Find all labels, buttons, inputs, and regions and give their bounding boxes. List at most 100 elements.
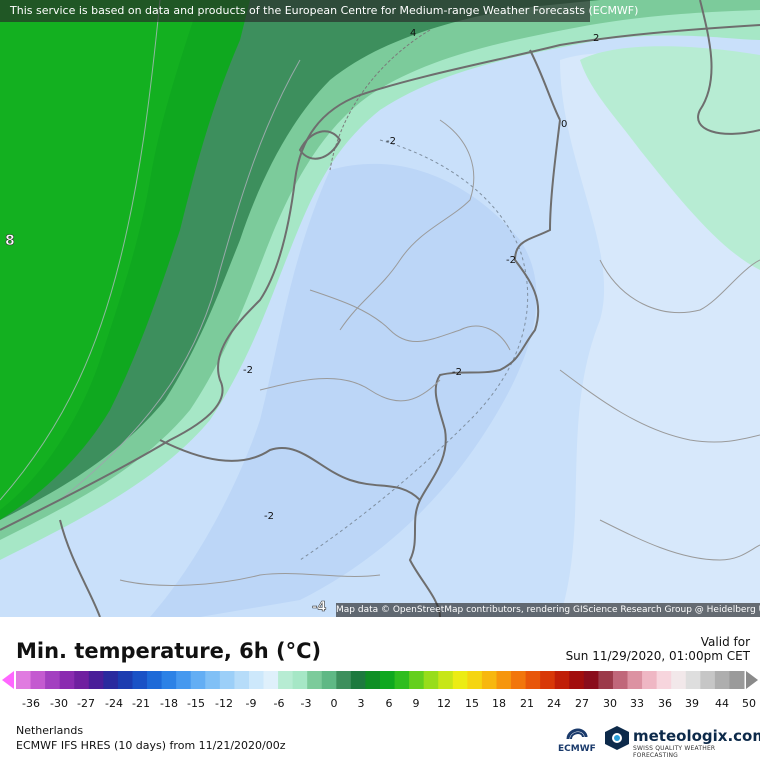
scale-segment [88, 671, 104, 689]
scale-segment [380, 671, 396, 689]
scale-tick-label: 30 [603, 697, 617, 710]
scale-segment [205, 671, 221, 689]
legend-footer: Min. temperature, 6h (°C) Valid for Sun … [0, 617, 760, 760]
valid-time: Sun 11/29/2020, 01:00pm CET [565, 649, 750, 663]
scale-tick-label: 6 [385, 697, 393, 710]
ecmwf-logo-text: ECMWF [558, 744, 596, 754]
contour-label-minus4: -4 [312, 600, 326, 615]
isotherm-8 [0, 0, 161, 501]
scale-segment [117, 671, 133, 689]
contour-label-minus2-b: -2 [506, 255, 516, 266]
scale-tick-label: 24 [547, 697, 561, 710]
scale-segment [481, 671, 497, 689]
island-outline [298, 130, 342, 160]
region-lines-de-2 [559, 369, 760, 443]
scale-segment [74, 671, 90, 689]
province-lines-3 [259, 378, 441, 402]
meteologix-logo-icon [605, 726, 629, 750]
scale-segment [45, 671, 61, 689]
scale-tick-label: 50 [742, 697, 756, 710]
scale-tick-label: 18 [492, 697, 506, 710]
region-name: Netherlands [16, 724, 84, 737]
contour-label-minus2-e: -2 [264, 511, 274, 522]
scale-segment [350, 671, 366, 689]
scale-segment [467, 671, 483, 689]
scale-tick-label: -15 [187, 697, 205, 710]
scale-segment [700, 671, 716, 689]
scale-tick-label: -21 [132, 697, 150, 710]
scale-segment [438, 671, 454, 689]
scale-segment [292, 671, 308, 689]
scale-segment [598, 671, 614, 689]
scale-tick-label: 12 [437, 697, 451, 710]
scale-tick-label: 27 [575, 697, 589, 710]
scale-segment [103, 671, 119, 689]
scale-segment [452, 671, 468, 689]
east-teal-lobe [580, 46, 760, 270]
scale-arrow-right [746, 671, 758, 689]
brand-name[interactable]: meteologix.com [633, 727, 760, 745]
map-attribution[interactable]: Map data © OpenStreetMap contributors, r… [336, 603, 760, 617]
isotherm-2 [59, 59, 301, 501]
scale-tick-label: 3 [357, 697, 365, 710]
scale-segment [729, 671, 745, 689]
scale-segment [176, 671, 192, 689]
scale-segment [525, 671, 541, 689]
ecmwf-logo-icon [566, 728, 588, 740]
scale-segment [540, 671, 556, 689]
scale-tick-label: -3 [300, 697, 312, 710]
scale-segment [278, 671, 294, 689]
scale-segment [336, 671, 352, 689]
scale-segment [59, 671, 75, 689]
isotherm-minus2 [299, 139, 529, 561]
brand-tagline: SWISS QUALITY WEATHER FORECASTING [633, 745, 716, 759]
scale-segment [569, 671, 585, 689]
border-be-fr [59, 519, 101, 617]
scale-segment [627, 671, 643, 689]
contour-label-2: 2 [593, 33, 599, 44]
region-lines-de [599, 259, 760, 314]
region-lines-be [119, 573, 381, 586]
scale-tick-label: 39 [685, 697, 699, 710]
scale-segment [511, 671, 527, 689]
contour-label-minus2-c: -2 [243, 365, 253, 376]
scale-tick-label: -18 [160, 697, 178, 710]
scale-segment [321, 671, 337, 689]
valid-for-label: Valid for [700, 635, 750, 649]
scale-segment [656, 671, 672, 689]
scale-tick-label: -12 [215, 697, 233, 710]
scale-segment [219, 671, 235, 689]
scale-bars [16, 671, 745, 689]
border-de-dk [697, 0, 760, 135]
scale-tick-label: 15 [465, 697, 479, 710]
scale-tick-label: -6 [273, 697, 285, 710]
scale-tick-label: -24 [105, 697, 123, 710]
scale-segment [671, 671, 687, 689]
land-interior [150, 163, 537, 617]
scale-tick-label: -9 [245, 697, 257, 710]
contour-label-0: 0 [561, 119, 567, 130]
scale-segment [496, 671, 512, 689]
scale-segment [409, 671, 425, 689]
scale-segment [161, 671, 177, 689]
scale-segment [30, 671, 46, 689]
contour-label-8: 8 [5, 233, 15, 249]
region-lines-de-3 [599, 519, 760, 561]
scale-segment [132, 671, 148, 689]
scale-segment [190, 671, 206, 689]
scale-segment [307, 671, 323, 689]
model-run: ECMWF IFS HRES (10 days) from 11/21/2020… [16, 739, 286, 752]
scale-tick-label: 36 [658, 697, 672, 710]
sea-warmest [0, 0, 200, 510]
color-scale [2, 671, 758, 689]
border-nl-de [408, 119, 561, 617]
coastline [0, 24, 760, 531]
scale-tick-label: 9 [412, 697, 420, 710]
temperature-map[interactable]: 4 2 0 -2 -2 -2 -2 -2 8 -4 This service i… [0, 0, 760, 617]
scale-segment [263, 671, 279, 689]
contour-label-minus2-d: -2 [452, 367, 462, 378]
map-title: Min. temperature, 6h (°C) [16, 639, 322, 663]
scale-segment [147, 671, 163, 689]
scale-tick-label: 21 [520, 697, 534, 710]
border-nl-be [159, 439, 421, 501]
